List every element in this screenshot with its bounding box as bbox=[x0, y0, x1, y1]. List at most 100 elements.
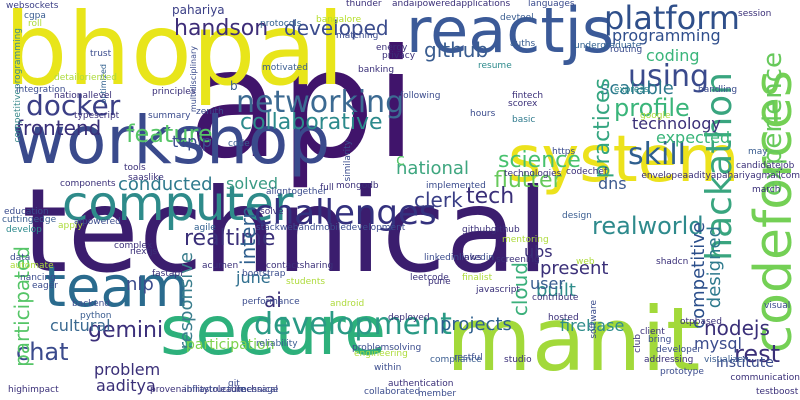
word: fintech bbox=[512, 91, 544, 101]
word: matching bbox=[336, 31, 379, 41]
word: zenith bbox=[196, 107, 224, 117]
word: python bbox=[80, 311, 112, 321]
word: secure bbox=[160, 292, 387, 371]
word: education bbox=[4, 207, 49, 217]
word: present bbox=[540, 258, 609, 279]
word: otpbased bbox=[680, 317, 722, 327]
word: resume bbox=[478, 61, 512, 71]
word: studio bbox=[504, 355, 532, 365]
word: linkedinlinkedin bbox=[424, 253, 495, 263]
word: detailoriented bbox=[54, 73, 118, 83]
word: express bbox=[614, 85, 649, 95]
word: performance bbox=[242, 297, 300, 307]
word: using bbox=[628, 59, 710, 94]
word: mentoring bbox=[502, 235, 549, 245]
word: technologies bbox=[504, 169, 562, 179]
word: bangalore bbox=[316, 15, 362, 25]
word: testboost bbox=[756, 387, 799, 397]
word: aaditya bbox=[96, 376, 156, 395]
word: git bbox=[228, 379, 240, 389]
word: communication bbox=[730, 373, 800, 383]
word: technology bbox=[632, 114, 721, 133]
word: agile bbox=[194, 223, 216, 233]
word: march bbox=[752, 185, 781, 195]
word: software bbox=[589, 300, 599, 339]
word: provenabilitytoleadtechnical bbox=[150, 385, 279, 395]
word: backend bbox=[72, 299, 111, 309]
word: basic bbox=[512, 115, 536, 125]
word: pahariya bbox=[172, 3, 225, 17]
word: conducted bbox=[118, 174, 213, 195]
word: practices bbox=[590, 78, 615, 179]
word: programming bbox=[612, 26, 721, 45]
word: designed bbox=[704, 226, 725, 309]
word: fastapi bbox=[152, 269, 183, 279]
word: ai bbox=[264, 288, 282, 312]
word: projects bbox=[440, 314, 512, 335]
word: shadcn bbox=[656, 257, 689, 267]
word: envelopeaadityapahariyagmailcom bbox=[641, 171, 800, 181]
word: integration bbox=[16, 85, 66, 95]
word: client bbox=[640, 327, 665, 337]
word: developer bbox=[656, 345, 702, 355]
word: handson bbox=[174, 16, 269, 41]
word: candidatejob bbox=[736, 161, 795, 171]
word: coding bbox=[646, 46, 700, 65]
word: contactsharing bbox=[266, 261, 334, 271]
word: realtime bbox=[184, 226, 276, 251]
word: problemsolving bbox=[352, 343, 422, 353]
word: aws bbox=[464, 253, 482, 263]
word: nlp bbox=[126, 274, 154, 295]
word: languages bbox=[528, 0, 575, 9]
word: problem bbox=[94, 360, 161, 379]
word: development bbox=[254, 307, 452, 342]
word: participation bbox=[186, 337, 275, 353]
word: frontend bbox=[16, 116, 102, 140]
word: multidisciplinary bbox=[189, 46, 198, 113]
word: aipowered bbox=[74, 217, 121, 227]
word: chat bbox=[16, 338, 69, 366]
word: clerk bbox=[414, 188, 463, 212]
word: energy bbox=[376, 43, 408, 53]
word: privacy bbox=[382, 51, 416, 61]
word: intern bbox=[236, 206, 260, 265]
word: team bbox=[44, 255, 190, 320]
word: stackwebandmobiledevelopment bbox=[256, 223, 406, 233]
word: networking bbox=[236, 85, 405, 120]
word: nodejs bbox=[704, 316, 770, 340]
word: web bbox=[576, 257, 595, 267]
word: challenges bbox=[254, 193, 437, 233]
word: githubgithub bbox=[462, 225, 520, 235]
word: session bbox=[738, 9, 772, 19]
word: javascript bbox=[476, 285, 520, 295]
word: firebase bbox=[560, 316, 625, 335]
word: engineering bbox=[354, 349, 408, 359]
word: c bbox=[396, 150, 405, 169]
word: components bbox=[60, 179, 116, 189]
word: scorex bbox=[508, 99, 538, 109]
word: dns bbox=[598, 174, 627, 193]
word: june bbox=[236, 268, 271, 287]
word: tcpip bbox=[172, 132, 212, 151]
word: profile bbox=[614, 94, 690, 122]
word: eager bbox=[32, 281, 59, 291]
word: compliance bbox=[430, 355, 482, 365]
word: motivated bbox=[262, 63, 308, 73]
word: workshop bbox=[12, 102, 331, 179]
word: national bbox=[396, 158, 469, 179]
word: websockets bbox=[6, 1, 59, 11]
word: pune bbox=[428, 277, 451, 287]
word: authentication bbox=[388, 379, 454, 389]
word: addressing bbox=[644, 355, 694, 365]
word: develop bbox=[6, 225, 42, 235]
word: collaborative bbox=[240, 110, 383, 135]
word: banking bbox=[358, 65, 395, 75]
word: nextjs bbox=[130, 247, 158, 257]
word: infrastructure bbox=[184, 385, 246, 395]
word: saaslike bbox=[128, 173, 164, 183]
word: b bbox=[230, 79, 238, 93]
word: feature bbox=[126, 120, 213, 148]
word: ubs bbox=[524, 242, 553, 261]
word: similarity bbox=[343, 140, 353, 182]
word: within bbox=[374, 363, 402, 373]
